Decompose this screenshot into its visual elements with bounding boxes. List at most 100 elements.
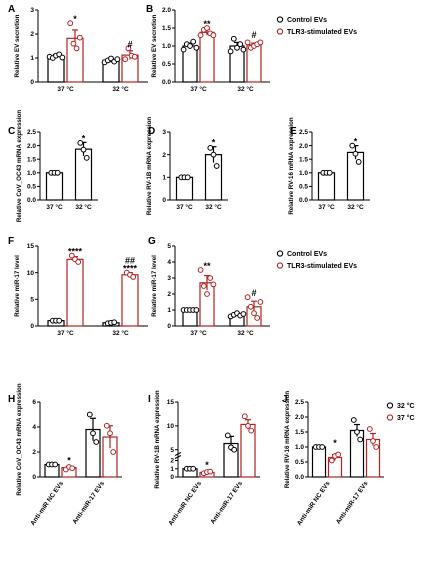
- panel-j-y-tick-label: 2.0: [295, 414, 304, 421]
- panel-g-data-point: [204, 291, 210, 297]
- panel-e-data-point: [355, 159, 362, 165]
- panel-a-data-point: [114, 56, 121, 63]
- panel-e-significance-marker: *: [354, 137, 358, 147]
- panel-g-legend-marker: [276, 250, 284, 257]
- panel-b-y-tick-label: 1.5: [162, 25, 171, 32]
- panel-j-data-point: [373, 444, 380, 450]
- panel-c-data-point: [83, 154, 90, 161]
- panel-j-y-tick-label: 1.0: [295, 444, 304, 451]
- panel-a-y-axis-label: Relative EV secretion: [14, 14, 21, 77]
- panel-j-y-tick-label: 0.0: [295, 474, 304, 481]
- panel-a-x-tick-label: 37 °C: [57, 85, 74, 93]
- panel-c-data-point: [80, 146, 87, 153]
- panel-e-bar: [317, 172, 336, 201]
- panel-g-data-point: [247, 303, 254, 310]
- panel-i-data-point: [207, 468, 214, 475]
- panel-e-y-tick-label: 1.5: [299, 156, 308, 163]
- panel-f-significance-marker: ****: [123, 264, 138, 274]
- panel-d-data-point: [210, 151, 217, 158]
- panel-a-data-point: [59, 54, 66, 61]
- panel-b-legend-label: TLR3-stimulated EVs: [287, 29, 357, 36]
- panel-b-data-point: [210, 32, 217, 39]
- panel-i-data-point: [245, 422, 251, 429]
- panel-j-data-point: [350, 417, 357, 423]
- panel-g-y-tick-label: 4: [167, 259, 171, 266]
- panel-a-data-point: [73, 45, 80, 52]
- panel-h-label: H: [8, 394, 15, 405]
- panel-d-y-axis-label: Relative RV-1B mRNA expression: [146, 117, 153, 216]
- panel-b-y-tick-label: 0.5: [162, 61, 171, 68]
- panel-j-data-point: [354, 429, 360, 435]
- panel-a-significance-marker: *: [73, 14, 77, 24]
- panel-b-y-tick-label: 1.0: [162, 43, 171, 50]
- panel-d-label: D: [148, 126, 155, 137]
- panel-d-data-point: [207, 144, 214, 151]
- panel-h-data-point: [110, 449, 117, 455]
- panel-h-x-tick-label: Anti-miR NC EVs: [29, 480, 65, 527]
- panel-c-y-tick-label: 0.0: [27, 197, 36, 204]
- panel-j-y-axis-label: Relative RV-16 mRNA expression: [284, 391, 291, 489]
- panel-e-data-point: [326, 169, 333, 176]
- panel-i-y-tick-label: 5: [170, 447, 174, 454]
- panel-e-data-point: [352, 150, 359, 157]
- panel-j-bar: [311, 446, 327, 478]
- panel-f-y-tick-label: 5: [30, 297, 34, 304]
- panel-b-data-point: [204, 25, 210, 31]
- panel-f-y-tick-label: 0: [30, 323, 34, 330]
- panel-h-y-tick-label: 2: [32, 449, 36, 456]
- panel-j-y-tick-label: 2.5: [295, 399, 304, 406]
- panel-i-data-point: [248, 427, 255, 434]
- panel-b-data-point: [230, 35, 237, 42]
- panel-e-bar: [346, 151, 365, 201]
- panel-i-x-tick-label: Anti-miR-17 EVs: [209, 480, 244, 526]
- panel-i-y-axis-label: Relative RV-1B mRNA expression: [154, 390, 161, 489]
- panel-d-y-tick-label: 3: [162, 129, 166, 136]
- panel-a-y-tick-label: 3: [30, 7, 34, 14]
- panel-b-data-point: [197, 32, 204, 39]
- panel-f-significance-marker: ##: [125, 256, 135, 266]
- panel-e-x-tick-label: 37 °C: [318, 203, 335, 211]
- panel-g-legend-label: Control EVs: [287, 251, 327, 258]
- panel-d-y-tick-label: 2: [162, 152, 166, 159]
- panel-h-data-point: [86, 411, 93, 418]
- panel-g-data-point: [200, 283, 207, 289]
- panel-j-data-point: [370, 438, 376, 444]
- panel-j-data-point: [335, 451, 342, 458]
- panel-j-legend-marker: [386, 402, 394, 409]
- panel-b-data-point: [240, 46, 247, 53]
- panel-b-x-tick-label: 37 °C: [190, 85, 207, 93]
- panel-f-data-point: [68, 252, 75, 259]
- panel-f-bar: [121, 274, 139, 327]
- panel-b-legend-marker: [276, 28, 284, 35]
- panel-g-data-point: [257, 299, 264, 305]
- panel-g-data-point: [244, 294, 251, 301]
- panel-d-y-tick-label: 1: [162, 175, 166, 182]
- panel-b-y-tick-label: 2.0: [162, 7, 171, 14]
- panel-f-data-point: [130, 274, 137, 280]
- panel-c-x-tick-label: 32 °C: [75, 203, 92, 211]
- panel-g-data-point: [210, 281, 217, 288]
- panel-f-label: F: [8, 236, 14, 247]
- panel-f-x-tick-label: 32 °C: [112, 329, 129, 337]
- panel-d-y-tick-label: 0: [162, 197, 166, 204]
- panel-a-significance-marker: #: [127, 39, 132, 49]
- panel-g-y-tick-label: 2: [167, 291, 171, 298]
- panel-d-data-point: [184, 174, 191, 181]
- panel-g-y-tick-label: 5: [167, 243, 171, 250]
- panel-f-x-tick-label: 37 °C: [57, 329, 74, 337]
- panel-b-label: B: [146, 4, 153, 15]
- panel-f-y-tick-label: 10: [27, 270, 35, 277]
- panel-h-data-point: [69, 465, 76, 472]
- panel-i-significance-marker: *: [205, 460, 209, 470]
- panel-b-data-point: [234, 44, 240, 51]
- panel-c-y-tick-label: 1.5: [27, 156, 36, 163]
- panel-g-legend-marker: [276, 262, 284, 269]
- panel-g-y-tick-label: 1: [167, 307, 171, 314]
- panel-d-significance-marker: *: [212, 138, 216, 148]
- panel-g-legend-label: TLR3-stimulated EVs: [287, 263, 357, 270]
- panel-i-data-point: [241, 413, 248, 420]
- panel-f-significance-marker: ****: [68, 247, 83, 257]
- panel-c-x-tick-label: 37 °C: [46, 203, 63, 211]
- panel-g-data-point: [251, 310, 257, 317]
- panel-i-data-point: [190, 465, 197, 472]
